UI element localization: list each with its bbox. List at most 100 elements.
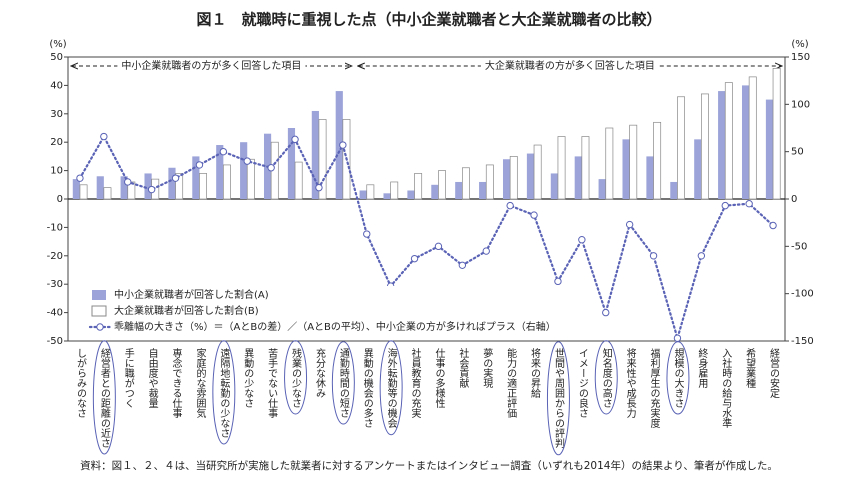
bar — [700, 93, 709, 200]
x-tick-label: 自由度や裁量 — [146, 347, 158, 408]
x-tick-label: 入社時の給与水準 — [720, 348, 732, 429]
bar — [96, 176, 104, 199]
line-point — [721, 201, 729, 210]
bar — [438, 170, 446, 200]
bar — [407, 190, 415, 199]
bar — [455, 181, 463, 199]
bar — [605, 127, 614, 200]
annotation: 大企業就職者の方が多く回答した項目 — [485, 59, 655, 72]
x-tick-label: 福利厚生の充実度 — [648, 347, 660, 429]
bar — [509, 156, 518, 200]
bar — [677, 96, 685, 200]
x-tick-label: 残業の少なさ — [290, 347, 302, 408]
bar — [168, 167, 176, 199]
y2-tick-label: -50 — [791, 241, 807, 252]
line-point — [458, 261, 467, 269]
bar — [431, 184, 439, 199]
y-tick-label: 0 — [57, 194, 63, 205]
y2-tick-label: 50 — [791, 147, 804, 158]
label-highlight — [594, 340, 618, 415]
line-point — [76, 174, 84, 182]
y2-tick-label: -150 — [791, 336, 814, 347]
line-point — [195, 161, 204, 169]
line-point — [339, 141, 347, 149]
label-highlight — [284, 340, 308, 415]
x-tick-label: 異動の機会の多さ — [361, 348, 373, 428]
bar — [462, 167, 470, 200]
bar — [629, 124, 638, 200]
source-note: 資料：図１、２、４は、当研究所が実施した就業者に対するアンケートまたはインタビュ… — [80, 459, 778, 472]
x-tick-label: 終身雇用 — [696, 347, 708, 389]
x-tick-label: 希望業種 — [744, 347, 756, 389]
bar — [240, 142, 248, 199]
line-point — [124, 178, 132, 186]
x-tick-label: 将来性や成長力 — [624, 348, 636, 419]
line — [78, 134, 775, 343]
bar — [533, 144, 542, 200]
x-tick-label: 苦手でない仕事 — [266, 347, 278, 418]
line-point — [578, 236, 586, 244]
y-tick-label: -10 — [47, 222, 63, 233]
line-point — [315, 183, 323, 192]
y-tick-label: 50 — [50, 52, 63, 63]
bar — [359, 190, 367, 199]
x-tick-label: 知名度の高さ — [600, 347, 612, 408]
x-tick-label: 社会貢献 — [457, 347, 469, 389]
bar — [526, 153, 535, 199]
bar — [479, 181, 487, 199]
line-point — [625, 220, 634, 229]
bar — [120, 176, 128, 199]
line-point — [171, 174, 180, 182]
y-tick-label: 30 — [50, 109, 63, 120]
label-highlight — [666, 341, 690, 415]
x-tick-label: 将来の昇給 — [529, 348, 541, 399]
legend-label: 乖離幅の大きさ（%）＝（AとBの差）／（AとBの平均）、中小企業の方が多ければプ… — [114, 320, 556, 333]
y-axis-label: (%) — [49, 39, 66, 50]
x-tick-label: 手に職がつく — [122, 347, 134, 408]
bar — [216, 145, 224, 199]
legend-label: 中小企業就職者が回答した割合(A) — [114, 288, 269, 301]
bar — [741, 85, 750, 199]
bar — [192, 156, 200, 199]
bar — [694, 139, 702, 199]
x-tick-label: 夢の実現 — [481, 347, 493, 389]
label-highlight — [546, 341, 570, 456]
line-point — [243, 157, 251, 165]
label-highlight — [92, 340, 116, 455]
line-point — [554, 277, 562, 286]
bar — [311, 110, 319, 199]
bar — [294, 161, 303, 200]
y-tick-label: -40 — [47, 308, 63, 319]
x-tick-label: 経営の安定 — [768, 347, 780, 399]
bar — [485, 164, 494, 200]
line-point — [649, 252, 658, 260]
bar — [622, 139, 630, 199]
chart-title: 図１ 就職時に重視した点（中小企業就職者と大企業就職者の比較） — [196, 11, 661, 29]
bar — [502, 159, 511, 199]
legend-swatch — [91, 305, 107, 317]
bar — [748, 76, 757, 200]
line-point — [697, 252, 706, 260]
bar — [646, 156, 654, 199]
bar — [550, 173, 558, 199]
y2-tick-label: 150 — [791, 52, 810, 63]
line-point — [482, 247, 490, 255]
y-tick-label: -20 — [47, 251, 63, 262]
bar — [223, 164, 231, 200]
x-tick-label: 専念できる仕事 — [170, 348, 182, 418]
x-tick-label: 経営者との距離の近さ — [98, 347, 110, 448]
x-tick-label: 通勤時間の短さ — [337, 348, 349, 418]
annotation: 中小企業就職者の方が多く回答した項目 — [121, 59, 301, 72]
line-point — [745, 200, 753, 208]
line-point — [602, 308, 610, 317]
bar — [724, 82, 733, 200]
legend-swatch — [92, 290, 106, 300]
bar — [653, 121, 662, 200]
annotation-bg — [480, 59, 659, 72]
bar — [765, 99, 774, 199]
x-tick-label: イメージの良さ — [576, 348, 588, 418]
bar — [318, 119, 327, 200]
x-tick-label: 社員教育の充実 — [409, 347, 421, 419]
bar — [670, 181, 678, 199]
